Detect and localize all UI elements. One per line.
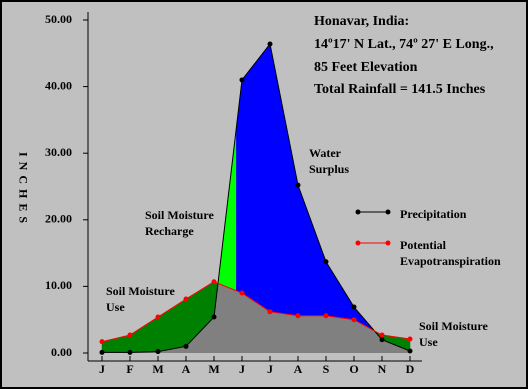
data-point	[379, 332, 385, 338]
legend-marker	[355, 209, 361, 215]
y-tick-label: 20.00	[45, 212, 72, 226]
x-tick-label: N	[378, 362, 387, 376]
legend-marker	[385, 240, 391, 246]
x-tick-label: O	[349, 362, 358, 376]
x-tick-label: M	[208, 362, 219, 376]
budget-area	[236, 79, 243, 294]
y-tick-label: 0.00	[51, 345, 72, 359]
annotation: Soil Moisture Use	[419, 319, 488, 349]
data-point	[183, 296, 189, 302]
data-point	[127, 332, 133, 338]
y-tick-label: 30.00	[45, 145, 72, 159]
data-point	[407, 348, 413, 354]
data-point	[351, 317, 357, 323]
data-point	[127, 349, 133, 355]
data-point	[351, 304, 357, 310]
x-tick-label: J	[267, 362, 273, 376]
data-point	[379, 337, 385, 343]
data-point	[211, 314, 217, 320]
data-point	[267, 309, 273, 315]
legend-marker	[385, 209, 391, 215]
data-point	[239, 290, 245, 296]
y-tick-label: 50.00	[45, 12, 72, 26]
title-line: 14º17' N Lat., 74º 27' E Long.,	[314, 37, 494, 52]
data-point	[155, 314, 161, 320]
series-line	[102, 42, 411, 353]
data-point	[239, 77, 245, 83]
x-tick-label: A	[294, 362, 303, 376]
data-point	[407, 336, 413, 342]
data-point	[99, 349, 105, 355]
data-point	[211, 279, 217, 285]
data-point	[295, 182, 301, 188]
legend-label: Precipitation	[400, 207, 467, 221]
data-point	[295, 313, 301, 319]
y-axis-label: INCHES	[16, 152, 30, 228]
annotation: Soil Moisture Recharge	[145, 208, 214, 238]
title-line: 85 Feet Elevation	[314, 60, 418, 75]
title-line: Honavar, India:	[314, 14, 410, 29]
legend-label: Potential Evapotranspiration	[400, 238, 501, 268]
data-point	[99, 339, 105, 345]
x-tick-label: J	[99, 362, 105, 376]
legend-marker	[355, 240, 361, 246]
x-tick-label: J	[239, 362, 245, 376]
data-point	[323, 259, 329, 265]
budget-area	[101, 334, 131, 353]
base-area	[102, 283, 410, 353]
budget-area	[269, 43, 299, 316]
data-point	[323, 313, 329, 319]
annotation: Soil Moisture Use	[106, 284, 175, 314]
y-tick-label: 40.00	[45, 78, 72, 92]
x-tick-label: D	[406, 362, 415, 376]
x-tick-label: S	[323, 362, 330, 376]
budget-area	[129, 316, 159, 353]
series-line	[101, 281, 411, 343]
title-line: Total Rainfall = 141.5 Inches	[314, 82, 486, 97]
data-point	[155, 349, 161, 355]
budget-area	[241, 43, 271, 313]
x-tick-label: F	[126, 362, 133, 376]
x-tick-label: M	[152, 362, 163, 376]
x-tick-label: A	[182, 362, 191, 376]
data-point	[183, 343, 189, 349]
data-point	[267, 41, 273, 47]
annotation: Water Surplus	[309, 146, 350, 176]
budget-area	[325, 260, 355, 320]
y-tick-label: 10.00	[45, 278, 72, 292]
